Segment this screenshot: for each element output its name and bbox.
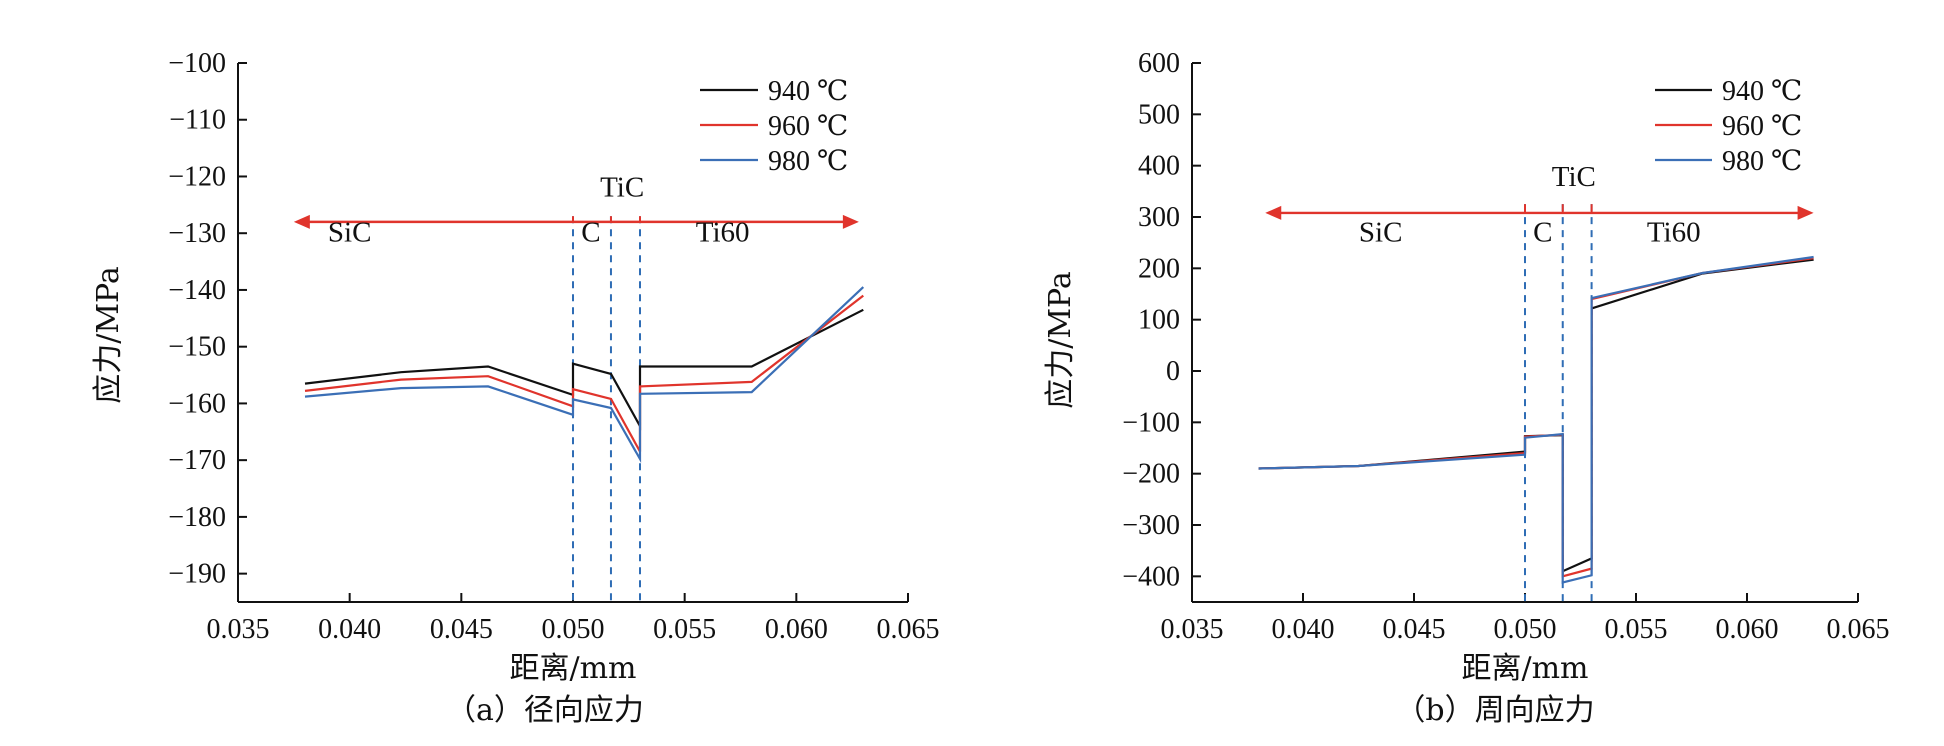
series-line: [1258, 258, 1814, 573]
y-axis-title: 应力/MPa: [91, 266, 126, 404]
y-tick-label: −100: [168, 48, 226, 79]
arrowhead-right-icon: [842, 214, 859, 229]
arrowhead-right-icon: [1797, 205, 1814, 220]
x-tick-label: 0.060: [765, 614, 828, 645]
y-tick-label: −160: [168, 388, 226, 419]
y-tick-label: 300: [1138, 202, 1180, 233]
x-tick-label: 0.040: [318, 614, 381, 645]
x-tick-label: 0.065: [1827, 614, 1890, 645]
y-tick-label: 0: [1166, 356, 1180, 387]
x-tick-label: 0.060: [1716, 614, 1779, 645]
y-tick-label: 100: [1138, 305, 1180, 336]
x-tick-label: 0.050: [1494, 614, 1557, 645]
series-line: [1258, 257, 1814, 578]
region-label-tic: TiC: [600, 171, 644, 203]
legend-label: 940 ℃: [1722, 76, 1802, 107]
arrowhead-left-icon: [1265, 205, 1282, 220]
region-label-c: C: [581, 217, 600, 249]
x-tick-label: 0.050: [542, 614, 605, 645]
y-tick-label: −130: [168, 218, 226, 249]
region-label-ti60: Ti60: [696, 217, 750, 249]
y-tick-label: −200: [1122, 459, 1180, 490]
y-tick-label: −180: [168, 502, 226, 533]
series-line: [304, 294, 864, 453]
x-tick-label: 0.055: [1605, 614, 1668, 645]
x-tick-label: 0.045: [430, 614, 493, 645]
region-label-tic: TiC: [1552, 161, 1596, 193]
y-tick-label: −120: [168, 161, 226, 192]
series-line: [304, 308, 864, 431]
legend-label: 940 ℃: [768, 76, 848, 107]
y-tick-label: −190: [168, 559, 226, 590]
x-tick-label: 0.035: [207, 614, 270, 645]
x-tick-label: 0.045: [1383, 614, 1446, 645]
chart-hoop-stress: 600 500 400 300 200 100 0 −100 −200 −300 −400 0.035…: [1043, 48, 1890, 728]
legend-label: 960 ℃: [768, 111, 848, 142]
series-line: [304, 286, 865, 464]
legend-label: 980 ℃: [768, 146, 848, 177]
chart-radial-stress: −100 −110 −120 −130 −140 −150 −160 −170 −180 −190…: [91, 48, 940, 728]
x-tick-label: 0.065: [877, 614, 940, 645]
y-tick-label: 500: [1138, 99, 1180, 130]
panel-caption: （a）径向应力: [446, 693, 644, 728]
y-tick-label: −300: [1122, 510, 1180, 541]
region-label-c: C: [1533, 217, 1552, 249]
x-tick-label: 0.040: [1272, 614, 1335, 645]
y-tick-label: 600: [1138, 48, 1180, 79]
x-tick-label: 0.055: [653, 614, 716, 645]
y-tick-label: −100: [1122, 407, 1180, 438]
panel-caption: （b）周向应力: [1395, 693, 1594, 728]
y-tick-label: −150: [168, 332, 226, 363]
region-label-sic: SiC: [328, 217, 372, 249]
arrowhead-left-icon: [293, 214, 310, 229]
y-tick-label: −140: [168, 275, 226, 306]
y-tick-label: 400: [1138, 151, 1180, 182]
y-tick-label: −170: [168, 445, 226, 476]
x-axis-title: 距离/mm: [509, 651, 636, 686]
legend-label: 980 ℃: [1722, 146, 1802, 177]
y-tick-label: −110: [169, 105, 226, 136]
series-line: [1258, 255, 1814, 584]
y-axis-title: 应力/MPa: [1043, 271, 1078, 409]
y-tick-label: −400: [1122, 561, 1180, 592]
y-tick-label: 200: [1138, 253, 1180, 284]
x-axis-title: 距离/mm: [1461, 651, 1588, 686]
region-label-ti60: Ti60: [1647, 217, 1701, 249]
x-tick-label: 0.035: [1161, 614, 1224, 645]
legend-label: 960 ℃: [1722, 111, 1802, 142]
region-label-sic: SiC: [1359, 217, 1403, 249]
